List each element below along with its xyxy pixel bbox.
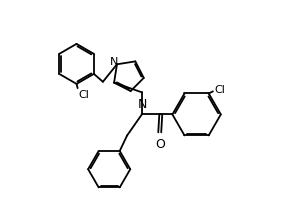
Text: Cl: Cl xyxy=(214,85,225,95)
Text: N: N xyxy=(110,57,118,67)
Text: O: O xyxy=(155,138,165,151)
Text: Cl: Cl xyxy=(79,90,90,100)
Text: N: N xyxy=(138,98,148,111)
